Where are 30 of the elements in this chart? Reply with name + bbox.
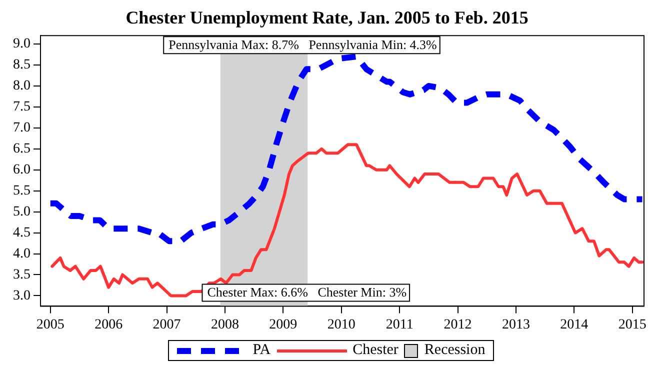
x-tick-label: 2015 bbox=[618, 317, 646, 332]
x-tick-label: 2006 bbox=[94, 317, 123, 332]
annotation: Pennsylvania Max: 8.7% Pennsylvania Min: 4.3% bbox=[168, 37, 438, 52]
y-tick-label: 8.5 bbox=[13, 58, 30, 73]
x-tick-label: 2007 bbox=[152, 317, 181, 332]
y-tick-label: 5.0 bbox=[13, 204, 30, 220]
legend-label: Recession bbox=[424, 342, 486, 359]
y-tick-label: 3.5 bbox=[13, 267, 30, 282]
x-tick-label: 2011 bbox=[386, 317, 414, 332]
y-tick-label: 5.5 bbox=[13, 184, 30, 198]
y-tick-label: 4.0 bbox=[13, 246, 30, 262]
y-tick-label: 7.0 bbox=[13, 120, 30, 136]
x-tick-label: 2012 bbox=[444, 317, 472, 332]
x-tick-label: 2005 bbox=[36, 317, 64, 332]
y-tick-label: 3.0 bbox=[13, 288, 30, 304]
x-tick-label: 2010 bbox=[327, 317, 356, 332]
legend-label: PA bbox=[252, 342, 271, 359]
y-tick-label: 9.0 bbox=[13, 36, 30, 52]
annotation: Chester Max: 6.6% Chester Min: 3% bbox=[207, 284, 407, 300]
legend-label: Chester bbox=[352, 342, 398, 359]
y-tick-label: 4.5 bbox=[13, 225, 30, 240]
chart-title: Chester Unemployment Rate, Jan. 2005 to Feb. 2015 bbox=[126, 7, 528, 28]
y-tick-label: 7.5 bbox=[13, 100, 30, 115]
y-tick-label: 6.0 bbox=[13, 162, 30, 178]
x-tick-label: 2009 bbox=[269, 317, 298, 332]
x-tick-label: 2014 bbox=[560, 317, 588, 332]
y-tick-label: 6.5 bbox=[13, 142, 30, 157]
x-tick-label: 2013 bbox=[502, 317, 530, 332]
y-tick-label: 8.0 bbox=[13, 78, 30, 94]
x-tick-label: 2008 bbox=[210, 317, 239, 332]
